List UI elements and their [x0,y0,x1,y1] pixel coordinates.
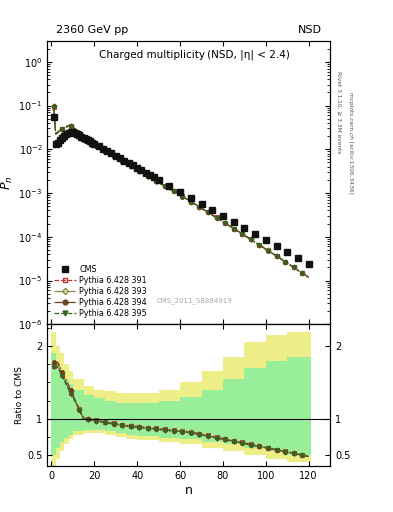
Legend: CMS, Pythia 6.428 391, Pythia 6.428 393, Pythia 6.428 394, Pythia 6.428 395: CMS, Pythia 6.428 391, Pythia 6.428 393,… [51,262,150,320]
Text: Rivet 3.1.10, ≥ 3.3M events: Rivet 3.1.10, ≥ 3.3M events [336,71,341,154]
Y-axis label: $P_n$: $P_n$ [0,176,15,190]
Text: NSD: NSD [298,25,321,35]
Text: Charged multiplicity (NSD, |η| < 2.4): Charged multiplicity (NSD, |η| < 2.4) [99,50,290,60]
X-axis label: n: n [185,483,193,497]
Text: 2360 GeV pp: 2360 GeV pp [56,25,128,35]
Text: CMS_2011_S8884919: CMS_2011_S8884919 [156,297,232,305]
Y-axis label: Ratio to CMS: Ratio to CMS [15,366,24,424]
Text: mcplots.cern.ch [arXiv:1306.3436]: mcplots.cern.ch [arXiv:1306.3436] [348,93,353,194]
